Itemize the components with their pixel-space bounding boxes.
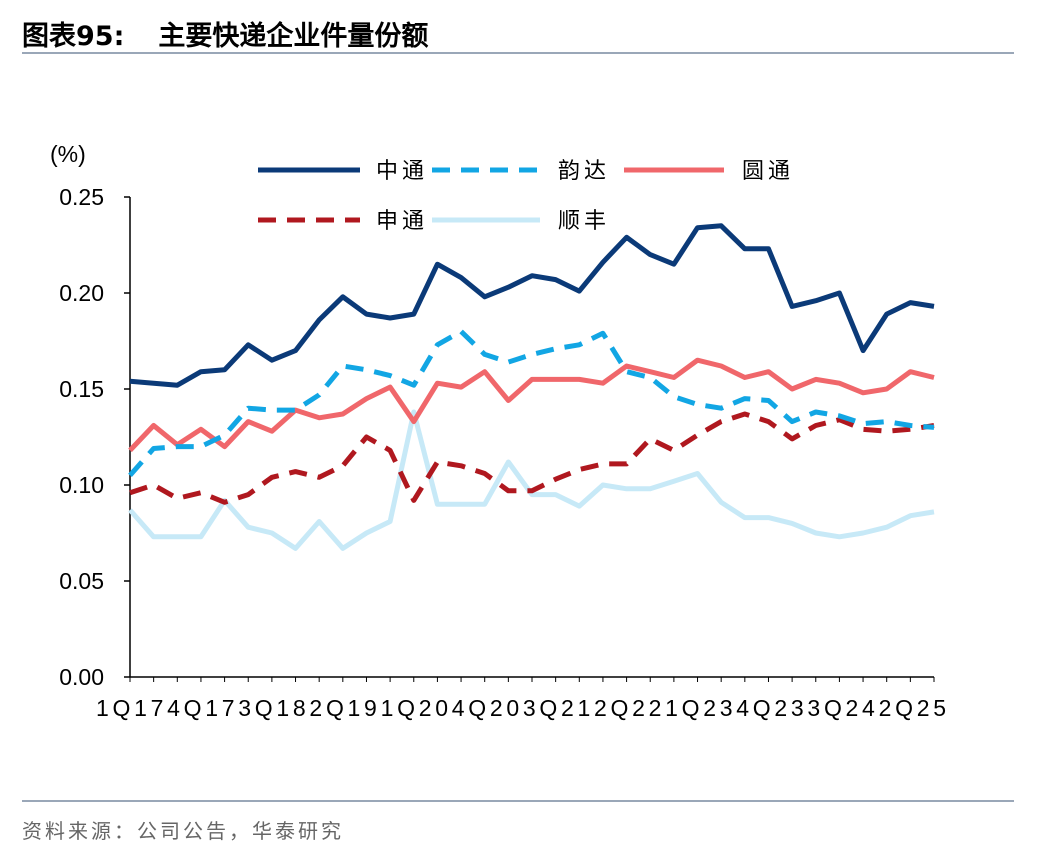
figure-number: 图表95: (22, 21, 125, 52)
legend-label-3: 申通 (376, 209, 428, 234)
series-line-1 (128, 328, 935, 478)
x-tick-labels: 1Q174Q173Q182Q191Q204Q203Q212Q221Q234Q23… (96, 695, 946, 721)
figure-title: 图表95: 主要快递企业件量份额 (22, 14, 428, 53)
y-axis-label: (%) (50, 141, 86, 167)
legend-label-0: 中通 (376, 159, 428, 184)
legend-label-4: 顺丰 (558, 209, 610, 234)
figure-title-text: 主要快递企业件量份额 (158, 21, 429, 52)
line-chart: (%) 0.00 0.05 0.10 0.15 0.20 0.25 1Q174Q173Q182… (50, 141, 946, 721)
y-tick-label: 0.10 (59, 472, 104, 498)
y-tick-label: 0.05 (59, 568, 104, 594)
legend-label-1: 韵达 (558, 159, 610, 184)
source-note: 资料来源：公司公告，华泰研究 (22, 819, 344, 843)
series-line-0 (129, 223, 935, 388)
series-line-2 (128, 357, 935, 453)
y-tick-label: 0.20 (59, 280, 104, 306)
y-tick-label: 0.15 (59, 376, 104, 402)
chart-series (128, 223, 935, 551)
legend-label-2: 圆通 (742, 159, 794, 184)
top-divider (22, 52, 1014, 54)
y-tick-label: 0.00 (59, 664, 104, 690)
series-line-3 (129, 411, 935, 505)
y-tick-label: 0.25 (59, 184, 104, 210)
bottom-divider (22, 800, 1014, 802)
series-line-4 (128, 409, 935, 551)
chart-axes: (%) 0.00 0.05 0.10 0.15 0.20 0.25 1Q174Q173Q182… (50, 141, 946, 721)
